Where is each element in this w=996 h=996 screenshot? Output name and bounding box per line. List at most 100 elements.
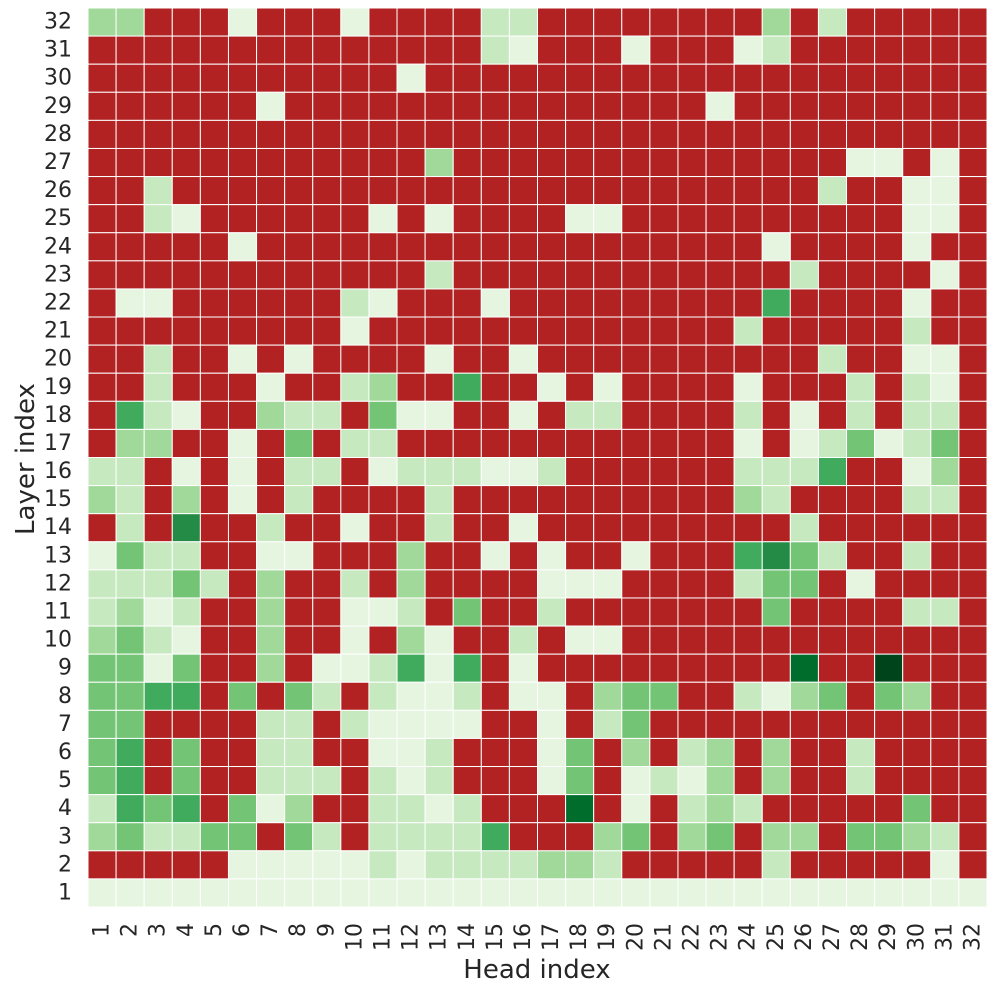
heatmap-cell: [846, 400, 876, 430]
heatmap-cell: [368, 91, 398, 121]
heatmap-cell: [199, 176, 229, 206]
heatmap-cell: [649, 457, 679, 487]
heatmap-cell: [284, 91, 314, 121]
heatmap-cell: [480, 35, 510, 65]
heatmap-cell: [115, 850, 145, 880]
heatmap-cell: [171, 428, 201, 458]
heatmap-cell: [537, 850, 567, 880]
heatmap-cell: [227, 7, 258, 37]
heatmap-cell: [733, 288, 763, 318]
heatmap-cell: [761, 485, 791, 515]
heatmap-cell: [424, 232, 454, 262]
heatmap-cell: [340, 541, 370, 571]
heatmap-cell: [874, 91, 904, 121]
heatmap-cell: [733, 35, 763, 65]
heatmap-cell: [199, 709, 229, 739]
heatmap-cell: [87, 316, 117, 346]
heatmap-cell: [565, 625, 595, 655]
heatmap-cell: [396, 7, 426, 37]
heatmap-cell: [396, 513, 426, 543]
y-tick-label: 4: [58, 796, 72, 821]
y-tick-label: 20: [44, 347, 72, 372]
heatmap-cell: [761, 91, 791, 121]
heatmap-cell: [199, 316, 229, 346]
heatmap-cell: [115, 232, 145, 262]
heatmap-cell: [761, 569, 791, 599]
heatmap-cell: [958, 794, 988, 824]
heatmap-cell: [537, 7, 567, 37]
heatmap-cell: [677, 35, 707, 65]
heatmap-cell: [537, 63, 567, 93]
heatmap-cell: [171, 541, 201, 571]
heatmap-cell: [958, 344, 988, 374]
heatmap-cell: [621, 541, 651, 571]
heatmap-cell: [480, 316, 510, 346]
heatmap-cell: [480, 232, 510, 262]
heatmap-cell: [649, 260, 679, 290]
heatmap-cell: [368, 400, 398, 430]
heatmap-cell: [115, 709, 145, 739]
heatmap-cell: [817, 35, 848, 65]
heatmap-cell: [874, 428, 904, 458]
heatmap-cell: [621, 681, 651, 711]
heatmap-cell: [817, 737, 848, 768]
heatmap-cell: [143, 204, 173, 234]
heatmap-cell: [256, 513, 286, 543]
heatmap-cell: [902, 457, 932, 487]
heatmap-cell: [705, 428, 735, 458]
heatmap-cell: [846, 428, 876, 458]
heatmap-cell: [537, 766, 567, 796]
heatmap-cell: [761, 119, 791, 149]
heatmap-cell: [199, 457, 229, 487]
heatmap-cell: [312, 485, 342, 515]
heatmap-cell: [817, 344, 848, 374]
heatmap-cell: [340, 400, 370, 430]
heatmap-cell: [902, 428, 932, 458]
heatmap-cell: [705, 794, 735, 824]
heatmap-cell: [705, 766, 735, 796]
heatmap-cell: [256, 7, 286, 37]
heatmap-cell: [396, 457, 426, 487]
heatmap-cell: [87, 541, 117, 571]
heatmap-cell: [143, 513, 173, 543]
heatmap-cell: [115, 7, 145, 37]
heatmap-cell: [537, 232, 567, 262]
heatmap-cell: [480, 485, 510, 515]
heatmap-cell: [312, 737, 342, 768]
heatmap-cell: [115, 625, 145, 655]
heatmap-cell: [789, 737, 819, 768]
y-tick-label: 7: [58, 712, 72, 737]
heatmap-cell: [171, 681, 201, 711]
heatmap-cell: [817, 709, 848, 739]
heatmap-cell: [593, 147, 623, 178]
heatmap-cell: [508, 737, 538, 768]
heatmap-cell: [789, 400, 819, 430]
heatmap-cell: [846, 569, 876, 599]
heatmap-cell: [817, 260, 848, 290]
heatmap-cell: [621, 316, 651, 346]
heatmap-cell: [480, 653, 510, 683]
heatmap-cell: [565, 428, 595, 458]
heatmap-cell: [171, 372, 201, 402]
heatmap-cell: [649, 822, 679, 852]
heatmap-cell: [761, 457, 791, 487]
heatmap-cell: [424, 35, 454, 65]
heatmap-cell: [143, 35, 173, 65]
heatmap-cell: [143, 428, 173, 458]
heatmap-cell: [312, 653, 342, 683]
heatmap-cell: [902, 597, 932, 627]
heatmap-cell: [396, 485, 426, 515]
heatmap-cell: [368, 541, 398, 571]
heatmap-cell: [312, 372, 342, 402]
heatmap-cell: [227, 428, 258, 458]
heatmap-cell: [284, 485, 314, 515]
heatmap-cell: [284, 400, 314, 430]
heatmap-cell: [171, 794, 201, 824]
heatmap-cell: [902, 316, 932, 346]
heatmap-cell: [480, 681, 510, 711]
heatmap-cell: [761, 176, 791, 206]
heatmap-cell: [143, 653, 173, 683]
heatmap-cell: [874, 737, 904, 768]
heatmap-cell: [115, 653, 145, 683]
heatmap-cell: [705, 485, 735, 515]
